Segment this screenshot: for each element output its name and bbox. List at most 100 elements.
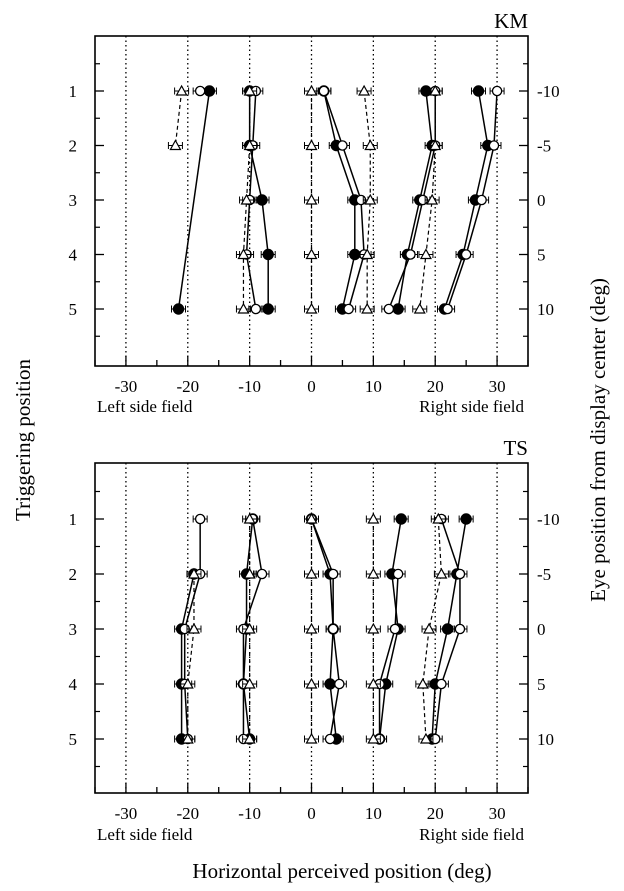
data-point-open-triangle <box>435 567 448 579</box>
y-tick-label-right: -5 <box>537 565 551 584</box>
data-point-open-triangle <box>429 84 442 96</box>
x-axis-label: Horizontal perceived position (deg) <box>192 859 491 883</box>
series-line <box>419 91 436 310</box>
data-point-open-triangle <box>419 732 432 744</box>
field-label-right: Right side field <box>419 397 524 416</box>
data-point-open-triangle <box>413 302 426 314</box>
data-point-open-triangle <box>243 732 256 744</box>
data-point-open-triangle <box>243 567 256 579</box>
data-point-filled-circle <box>460 513 472 525</box>
data-point-open-circle <box>454 623 466 635</box>
y-tick-label-right: -5 <box>537 137 551 156</box>
data-point-filled-circle <box>441 623 454 635</box>
data-point-open-circle <box>318 85 330 97</box>
data-point-open-circle <box>442 303 453 315</box>
data-point-open-triangle <box>305 302 318 314</box>
chart-title: TS <box>503 436 528 460</box>
data-point-open-triangle <box>243 139 256 151</box>
data-point-open-triangle <box>367 567 380 579</box>
data-point-open-triangle <box>305 677 318 689</box>
x-tick-label: 20 <box>427 377 444 396</box>
y-tick-label-left: 3 <box>69 620 78 639</box>
data-point-open-circle <box>194 85 206 97</box>
x-tick-label: 0 <box>307 804 316 823</box>
series-line <box>363 90 371 309</box>
data-point-open-triangle <box>416 677 429 689</box>
data-point-open-triangle <box>243 677 256 689</box>
y-tick-label-right: 10 <box>537 730 554 749</box>
y-tick-label-left: 4 <box>69 246 78 265</box>
data-point-open-triangle <box>361 248 374 260</box>
data-point-open-triangle <box>305 622 318 634</box>
series-line <box>242 91 251 309</box>
series-line <box>177 90 211 310</box>
data-point-open-triangle <box>367 512 380 524</box>
x-tick-label: 30 <box>489 804 506 823</box>
field-label-right: Right side field <box>419 825 524 844</box>
x-tick-label: 20 <box>427 804 444 823</box>
data-point-filled-circle <box>395 513 407 525</box>
x-tick-label: -20 <box>176 804 199 823</box>
data-point-open-circle <box>476 194 487 206</box>
series-line <box>378 573 399 739</box>
data-point-open-triangle <box>432 512 445 524</box>
x-tick-label: -20 <box>176 377 199 396</box>
y-tick-label-left: 1 <box>69 510 78 529</box>
data-point-open-triangle <box>426 193 439 205</box>
y-tick-label-left: 2 <box>69 137 78 156</box>
y-tick-label-left: 1 <box>69 82 78 101</box>
data-point-open-circle <box>327 623 339 635</box>
data-point-open-triangle <box>243 84 256 96</box>
data-point-open-circle <box>334 678 345 690</box>
data-point-open-triangle <box>240 193 253 205</box>
data-point-open-triangle <box>367 677 380 689</box>
data-point-open-triangle <box>305 139 318 151</box>
data-point-open-circle <box>491 85 503 97</box>
x-tick-label: 10 <box>365 804 382 823</box>
x-tick-label: -30 <box>115 377 138 396</box>
data-point-open-circle <box>337 140 348 151</box>
y-tick-label-right: 5 <box>537 246 546 265</box>
data-point-open-triangle <box>429 139 442 151</box>
x-tick-label: -10 <box>238 377 261 396</box>
data-point-open-triangle <box>305 248 318 260</box>
data-point-open-triangle <box>367 622 380 634</box>
x-tick-label: 30 <box>489 377 506 396</box>
data-point-open-triangle <box>181 732 194 744</box>
data-point-open-circle <box>194 513 206 525</box>
data-point-open-triangle <box>305 84 318 96</box>
x-tick-label: -30 <box>115 804 138 823</box>
x-tick-label: 0 <box>307 377 316 396</box>
y-tick-label-left: 4 <box>69 675 78 694</box>
data-point-open-triangle <box>237 248 250 260</box>
data-point-open-circle <box>392 568 404 580</box>
data-point-open-circle <box>343 303 354 315</box>
chart-title: KM <box>494 9 528 33</box>
y-tick-label-right: -10 <box>537 510 560 529</box>
data-point-open-triangle <box>243 512 256 524</box>
y-tick-label-left: 5 <box>69 730 78 749</box>
data-point-open-triangle <box>237 302 250 314</box>
data-point-open-triangle <box>361 302 374 314</box>
data-point-open-triangle <box>364 193 377 205</box>
data-point-open-triangle <box>305 512 318 524</box>
series-line <box>422 518 443 740</box>
data-point-filled-circle <box>472 85 485 97</box>
data-point-open-circle <box>389 623 401 635</box>
y-tick-label-left: 5 <box>69 300 78 319</box>
y-tick-label-right: -10 <box>537 82 560 101</box>
y-tick-label-left: 2 <box>69 565 78 584</box>
data-point-filled-circle <box>256 194 268 206</box>
x-tick-label: 10 <box>365 377 382 396</box>
y-axis-label-left: Triggering position <box>11 359 35 521</box>
data-point-open-circle <box>405 249 416 260</box>
data-point-open-circle <box>454 568 466 580</box>
data-point-open-triangle <box>367 732 380 744</box>
y-axis-label-right: Eye position from display center (deg) <box>586 278 610 602</box>
data-point-filled-circle <box>172 303 185 315</box>
data-point-open-circle <box>488 140 500 151</box>
data-point-open-triangle <box>305 732 318 744</box>
